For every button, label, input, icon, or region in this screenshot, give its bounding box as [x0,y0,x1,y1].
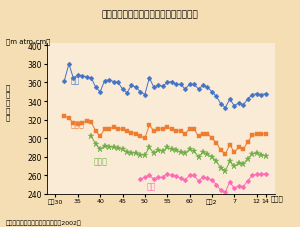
Text: （m atm-cm）: （m atm-cm） [6,39,50,45]
Text: 那覇: 那覇 [147,181,156,190]
Text: つくば: つくば [71,120,85,129]
Text: （年）: （年） [271,194,284,201]
Text: 日本上空のオゾン全量の年平均値の推移: 日本上空のオゾン全量の年平均値の推移 [102,10,198,19]
Text: 札幌: 札幌 [71,76,80,85]
Text: 鹿児島: 鹿児島 [93,156,107,165]
Text: 出典：気象庁『オゾン層観測報告2002』: 出典：気象庁『オゾン層観測報告2002』 [6,219,82,225]
Text: オ
ゾ
ン
全
量: オ ゾ ン 全 量 [5,84,10,121]
